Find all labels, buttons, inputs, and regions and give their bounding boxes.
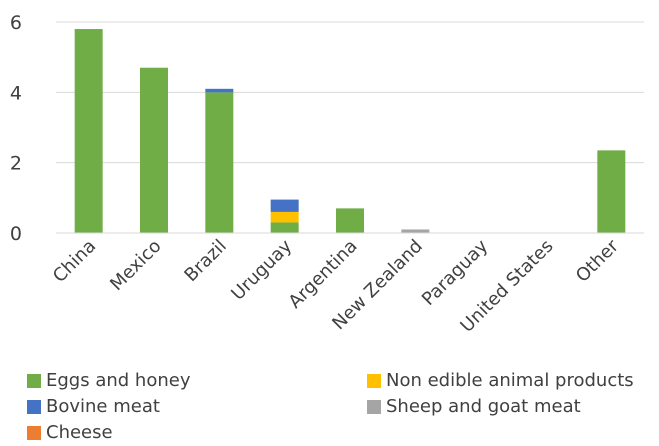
y-axis-tick-labels: 0 2 4 6 [10,12,22,245]
legend-label: Bovine meat [46,396,160,417]
legend-item-cheese: Cheese [27,422,113,443]
legend-swatch [27,425,41,440]
legend-item-non-edible-animal-products: Non edible animal products [367,370,634,391]
legend-item-sheep-and-goat-meat: Sheep and goat meat [367,396,581,417]
legend-label: Sheep and goat meat [386,396,581,417]
legend: Eggs and honey Bovine meat Cheese Non ed… [0,364,659,446]
bar-segment [401,229,430,233]
x-category-label: Mexico [106,236,165,295]
bar-segment [205,92,234,233]
bar-segment [336,208,364,233]
x-category-label: Other [572,235,623,286]
bar-segment [74,29,103,234]
y-tick-label: 6 [10,12,22,34]
bar-series [74,29,626,234]
bar-segment [270,222,299,233]
bar-segment [270,211,299,223]
legend-swatch [367,399,381,414]
x-category-label: Uruguay [227,235,296,304]
legend-label: Eggs and honey [46,370,191,391]
bar-segment [205,88,234,93]
bar-segment [140,67,168,233]
legend-item-eggs-and-honey: Eggs and honey [27,370,190,391]
x-category-label: Brazil [180,236,230,286]
legend-swatch [367,373,381,388]
y-tick-label: 0 [10,223,22,245]
x-category-label: China [49,236,100,287]
bar-segment [270,199,299,212]
y-tick-label: 4 [10,82,22,104]
legend-swatch [27,399,41,414]
y-tick-label: 2 [10,153,22,175]
legend-label: Non edible animal products [386,370,634,391]
bar-segment [597,150,626,233]
legend-item-bovine-meat: Bovine meat [27,396,160,417]
legend-swatch [27,373,41,388]
legend-label: Cheese [46,422,113,443]
